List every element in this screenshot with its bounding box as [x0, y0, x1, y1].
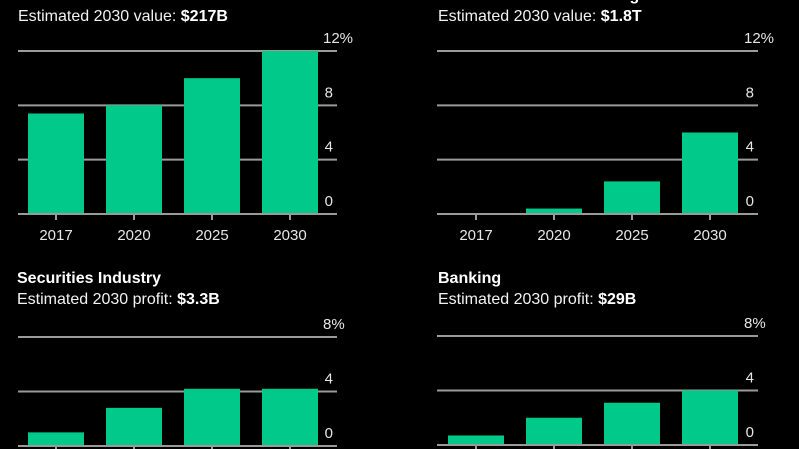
- bar-2025: [604, 181, 660, 214]
- x-tick-label: 2020: [117, 227, 150, 244]
- y-tick-label: 8%: [744, 315, 766, 332]
- x-tick-label: 2025: [615, 227, 648, 244]
- bar-2030: [262, 388, 318, 446]
- bar-2025: [184, 388, 240, 446]
- chart-title: Securities Industry: [17, 270, 162, 287]
- y-tick-label: 0: [746, 193, 754, 210]
- y-tick-label: 0: [746, 424, 754, 441]
- y-tick-label: 8%: [323, 316, 345, 333]
- bar-2025: [604, 402, 660, 445]
- bar-2025: [184, 78, 240, 215]
- y-tick-label: 12%: [323, 30, 353, 47]
- chart-subtitle: Estimated 2030 value: $1.8T: [438, 8, 642, 26]
- y-tick-label: 8: [325, 84, 333, 101]
- subtitle-value: $29B: [598, 291, 637, 308]
- bar-2017: [448, 435, 504, 445]
- subtitle-prefix: Estimated 2030 profit:: [438, 291, 599, 308]
- subtitle-value: $217B: [180, 8, 228, 25]
- bar-2020: [106, 105, 162, 214]
- y-tick-label: 4: [746, 370, 754, 387]
- y-tick-label: 8: [746, 84, 754, 101]
- y-tick-label: 4: [325, 139, 333, 156]
- y-tick-label: 0: [325, 425, 333, 442]
- bar-2020: [106, 407, 162, 446]
- bar-2020: [526, 417, 582, 445]
- subtitle-prefix: Estimated 2030 value:: [438, 8, 601, 25]
- y-tick-label: 4: [746, 139, 754, 156]
- bar-2020: [526, 208, 582, 214]
- chart-title: Fund Assets Under Management: [438, 0, 686, 5]
- subtitle-value: $1.8T: [600, 8, 642, 25]
- subtitle-prefix: Estimated 2030 value:: [18, 8, 181, 25]
- y-tick-label: 4: [325, 371, 333, 388]
- chart-subtitle: Estimated 2030 value: $217B: [18, 8, 228, 26]
- bar-2030: [682, 390, 738, 445]
- chart-subtitle: Estimated 2030 profit: $3.3B: [17, 291, 220, 309]
- y-tick-label: 0: [325, 193, 333, 210]
- chart-title: Banking: [438, 270, 502, 287]
- chart-title: Life Insurers' Premiums: [18, 0, 200, 5]
- chart-subtitle: Estimated 2030 profit: $29B: [438, 291, 636, 309]
- bar-2017: [28, 113, 84, 214]
- x-tick-label: 2030: [693, 227, 726, 244]
- x-tick-label: 2030: [273, 227, 306, 244]
- x-tick-label: 2020: [537, 227, 570, 244]
- y-tick-label: 12%: [744, 30, 774, 47]
- bar-2017: [28, 432, 84, 446]
- x-tick-label: 2017: [39, 227, 72, 244]
- subtitle-value: $3.3B: [177, 291, 220, 308]
- bar-2030: [262, 51, 318, 214]
- x-tick-label: 2017: [459, 227, 492, 244]
- x-tick-label: 2025: [195, 227, 228, 244]
- subtitle-prefix: Estimated 2030 profit:: [17, 291, 178, 308]
- bar-2030: [682, 132, 738, 214]
